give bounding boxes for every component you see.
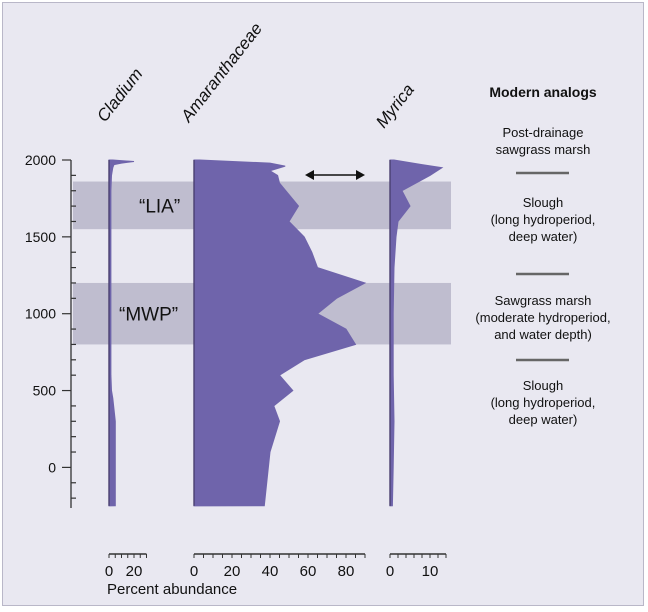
abundance-scales: 0 20 0 20 40 60 80 0 10 [105,553,447,580]
double-arrow-left [305,170,314,180]
myrica-curve [389,159,444,507]
analog-zone-3-line: (long hydroperiod, [491,395,596,410]
analog-zone-3-line: Slough [523,378,563,393]
analogs-title: Modern analogs [489,84,597,100]
amaranthaceae-tick-label: 40 [262,563,279,580]
band-label-1: “MWP” [119,305,178,326]
amaranthaceae-tick-label: 0 [190,563,198,580]
figure-frame: 2000 1500 1000 500 0 Cladium Amaranthaceae Myr… [2,2,644,606]
taxa-curves: Cladium Amaranthaceae Myrica “LIA” “MWP” [93,19,444,507]
myrica-tick-label: 10 [422,563,439,580]
age-axis: 2000 1500 1000 500 0 [25,152,76,508]
y-tick-label: 0 [48,459,56,475]
y-tick-label: 1000 [25,306,56,322]
amaranthaceae-label: Amaranthaceae [177,19,266,126]
double-arrow-right [356,170,365,180]
y-tick-label: 500 [33,383,57,399]
cladium-tick-label: 0 [105,563,113,580]
y-tick-label: 2000 [25,152,56,168]
amaranthaceae-curve [193,159,367,507]
myrica-label: Myrica [372,80,418,131]
band-label-0: “LIA” [139,196,180,217]
analog-zone-2-line: Sawgrass marsh [495,293,592,308]
amaranthaceae-tick-label: 60 [300,563,317,580]
analog-zone-0-line: sawgrass marsh [496,142,591,157]
analog-zone-3-line: deep water) [509,412,578,427]
x-axis-label: Percent abundance [107,581,237,598]
amaranthaceae-tick-label: 20 [224,563,241,580]
analog-zone-2-line: and water depth) [494,327,592,342]
analog-zone-0-line: Post-drainage [503,125,584,140]
analog-zone-1-line: Slough [523,195,563,210]
modern-analogs-panel: Modern analogs Post-drainage sawgrass mars… [475,84,610,427]
y-tick-label: 1500 [25,229,56,245]
myrica-tick-label: 0 [386,563,394,580]
analog-zone-1-line: deep water) [509,229,578,244]
cladium-tick-label: 20 [126,563,143,580]
analog-zone-1-line: (long hydroperiod, [491,212,596,227]
cladium-curve [108,159,135,507]
amaranthaceae-tick-label: 80 [338,563,355,580]
cladium-label: Cladium [93,65,146,126]
analog-zone-2-line: (moderate hydroperiod, [475,310,610,325]
